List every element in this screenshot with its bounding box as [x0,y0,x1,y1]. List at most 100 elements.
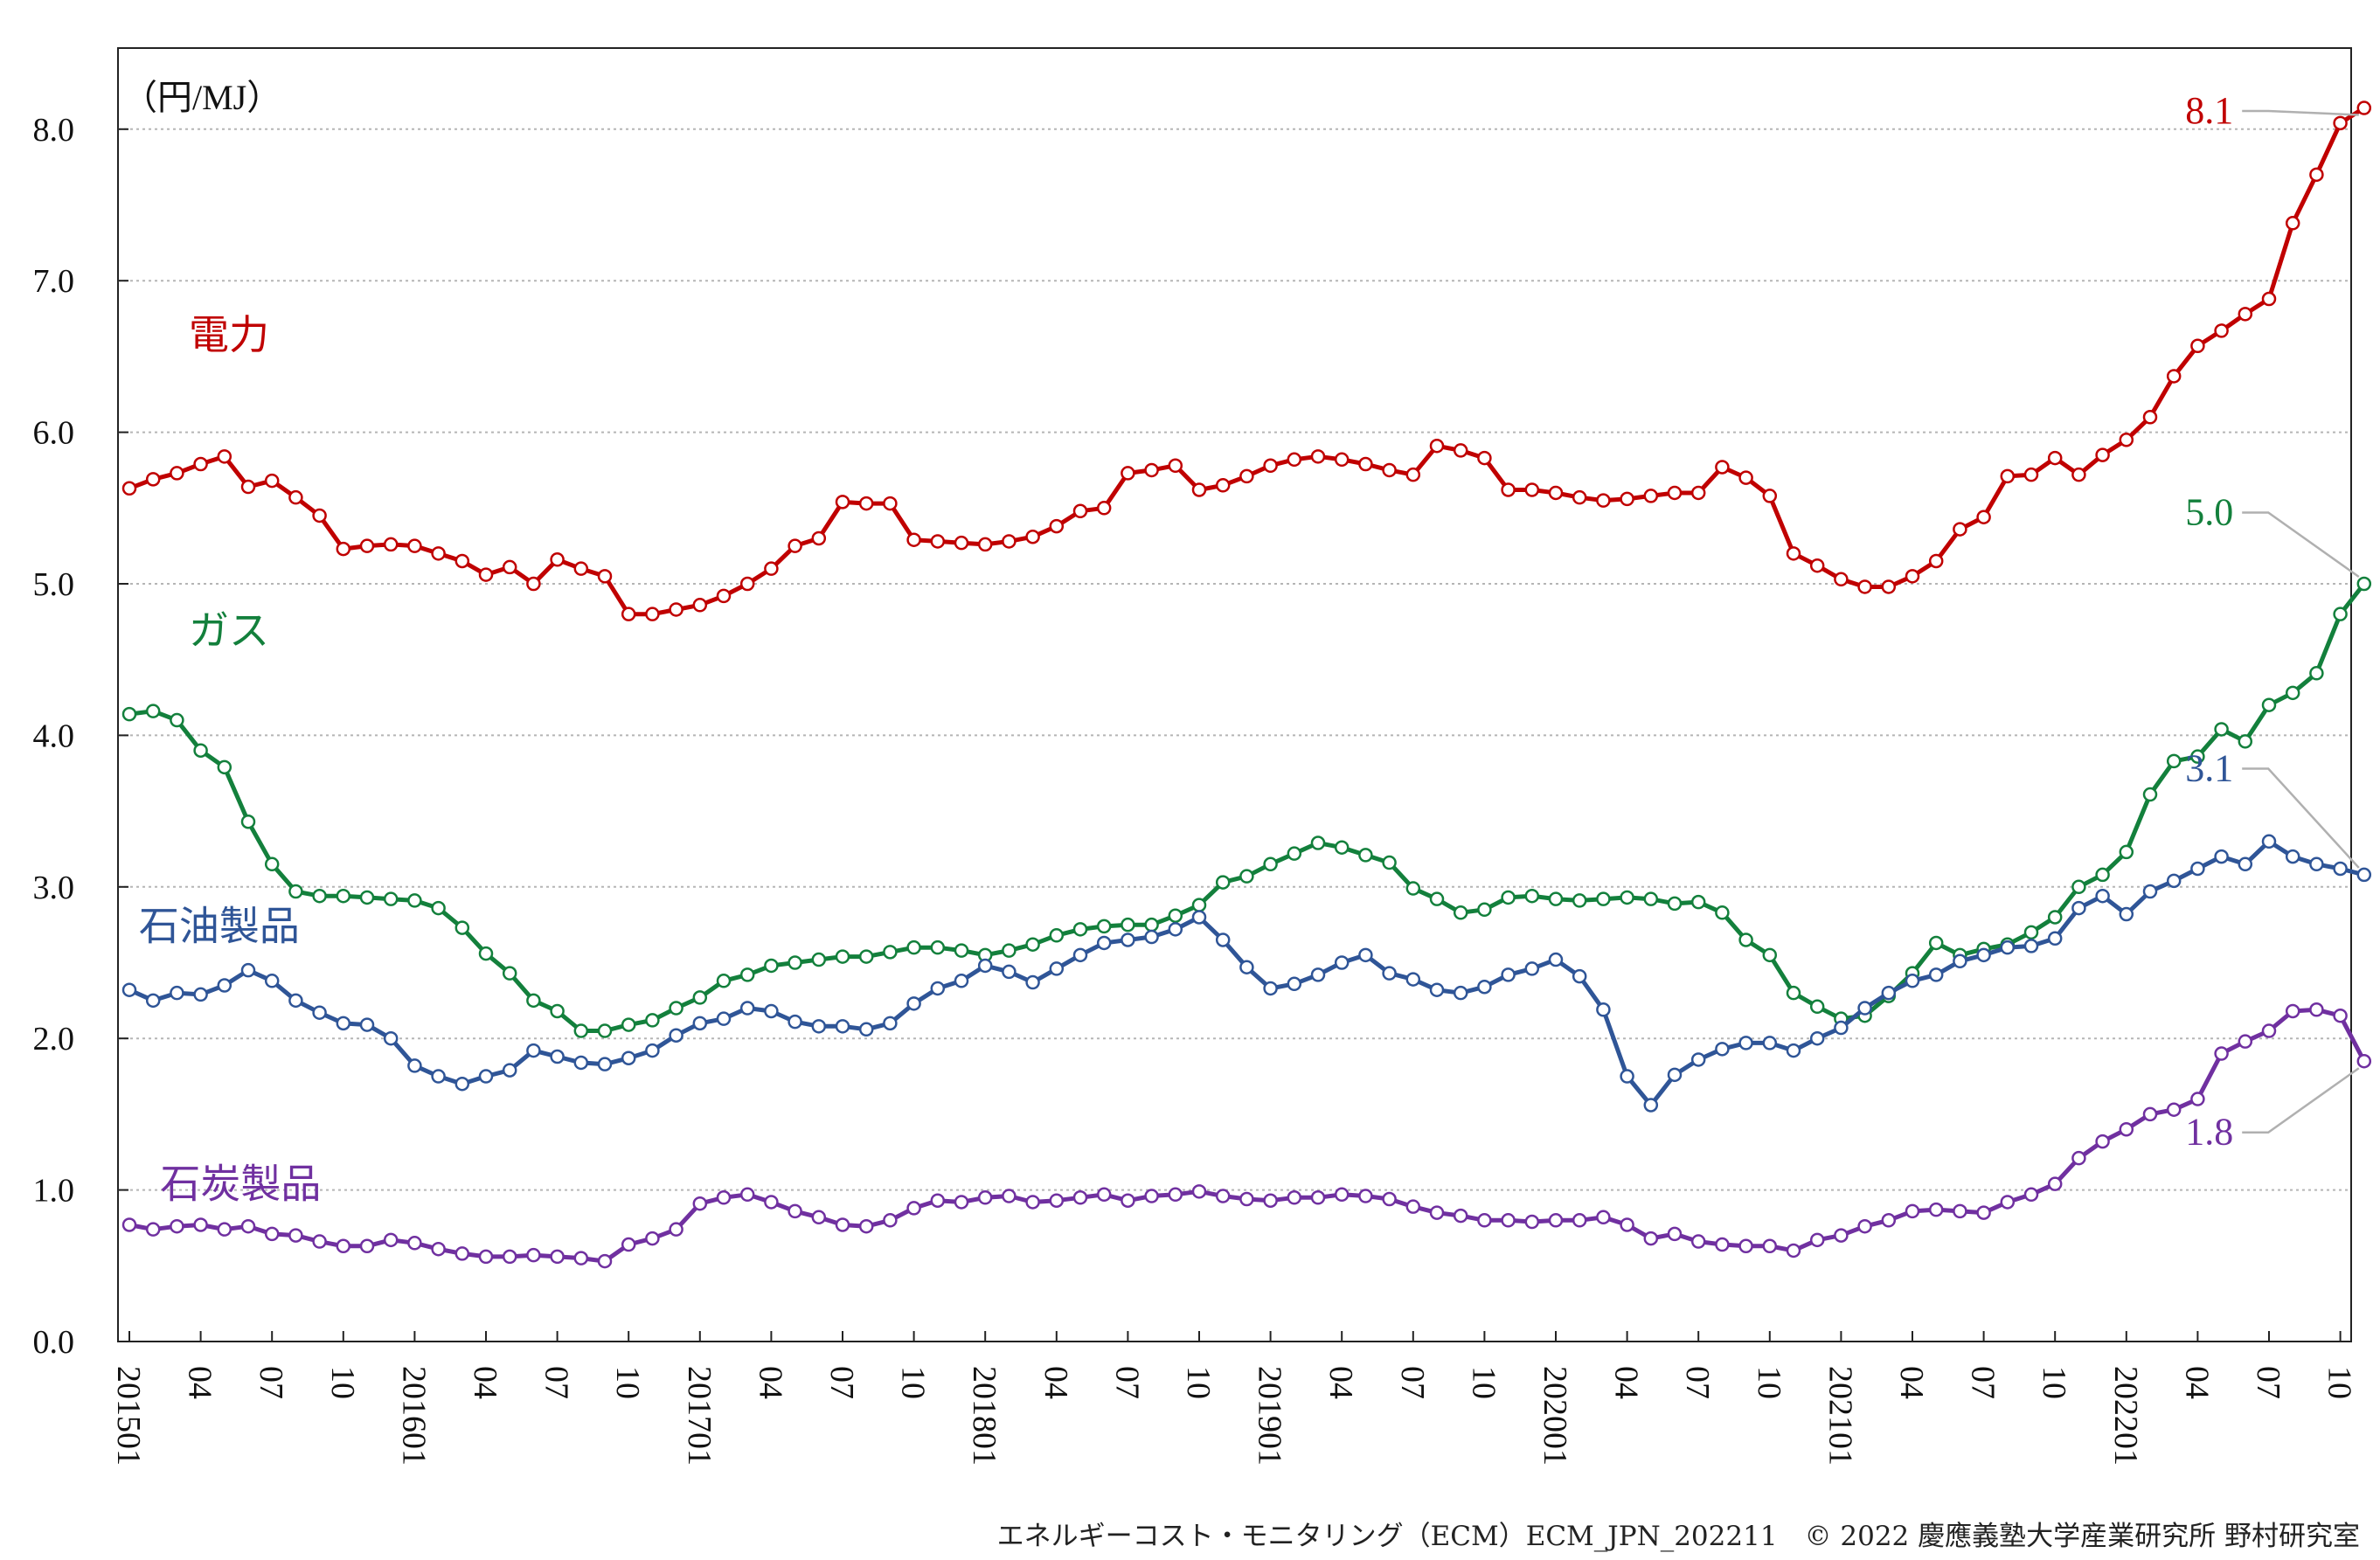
data-point [264,1226,280,1242]
data-point [1738,1036,1753,1050]
data-point [669,1028,683,1043]
data-point [359,1017,375,1032]
data-point [121,1217,137,1232]
data-point [1524,1214,1540,1230]
x-tick-label: 202001 [1537,1366,1573,1466]
data-point [764,1195,779,1210]
data-point [1524,482,1540,497]
data-point [977,537,993,552]
data-point [1405,972,1421,987]
data-point [1310,967,1326,982]
data-point [312,1234,327,1249]
series-line [128,1007,2367,1264]
data-point [193,456,208,472]
data-point [811,952,827,967]
data-point [2166,753,2182,769]
data-point [1596,1002,1611,1017]
data-point [431,1241,446,1257]
data-point [336,888,351,904]
data-point [1905,1203,1920,1219]
data-point [550,552,565,567]
data-point [1002,964,1017,980]
data-point [2261,697,2277,712]
data-point [1049,1193,1065,1208]
plot-frame [117,47,2352,1342]
x-tick-label: 07 [1679,1366,1716,1399]
data-point [739,967,755,982]
end-value-label: 8.1 [2185,89,2233,132]
data-point [835,495,850,510]
data-point [502,559,517,575]
data-point [930,1193,946,1208]
x-tick-label: 10 [1180,1366,1217,1399]
data-point [1405,467,1421,482]
x-tick-label: 10 [2036,1366,2072,1399]
data-point [788,1014,802,1030]
data-point [739,1001,755,1016]
data-point [954,943,969,958]
data-point [121,481,137,496]
data-point [1738,1238,1753,1254]
data-point [145,472,161,487]
data-point [2095,447,2110,462]
data-point [1786,1043,1801,1058]
series-name-label: 石油製品 [139,902,300,949]
data-point [2214,722,2229,737]
data-point [1715,1042,1730,1057]
data-point [312,1005,327,1020]
data-point [1072,503,1088,519]
data-point [2238,734,2253,749]
x-tick-label: 201501 [110,1366,147,1466]
data-point [1429,891,1445,906]
data-point [383,891,399,906]
data-point [502,1063,517,1078]
data-point [2023,939,2039,953]
x-tick-label: 201801 [966,1366,1003,1466]
data-point [1690,894,1706,910]
data-point [692,1196,708,1211]
data-point [1072,1190,1088,1205]
data-point [1643,489,1659,503]
data-point [2166,369,2182,384]
data-point [954,974,969,988]
data-point [2214,1046,2229,1061]
data-point [359,538,375,553]
data-point [454,553,470,569]
data-point [2356,101,2372,115]
data-point [407,1236,422,1251]
data-point [858,1022,874,1037]
data-point [645,1043,660,1058]
data-point [383,1030,399,1046]
data-point [1667,896,1683,912]
data-point [1072,922,1088,937]
data-point [2000,939,2016,955]
data-point [1905,974,1920,988]
data-point [1548,485,1564,501]
data-point [621,1237,636,1252]
data-point [2214,849,2229,864]
data-point [573,1251,589,1265]
data-point [2023,467,2039,482]
data-point [883,1213,898,1228]
data-point [288,489,303,505]
data-point [2166,873,2182,889]
data-point [669,1222,683,1237]
data-point [2333,861,2348,877]
data-point [2261,834,2277,849]
end-value-label: 1.8 [2185,1111,2233,1154]
data-point [145,993,161,1009]
data-point [716,588,732,604]
data-point [2119,1121,2134,1137]
data-point [407,893,422,908]
data-point [1096,501,1112,516]
data-point [930,981,946,996]
data-point [312,508,327,523]
data-point [716,1190,732,1205]
data-point [2214,323,2229,338]
data-point [478,567,494,582]
data-point [1928,967,1944,982]
data-point [1358,947,1373,963]
data-point [288,993,303,1009]
data-point [2333,607,2348,621]
data-point [1834,1020,1849,1036]
